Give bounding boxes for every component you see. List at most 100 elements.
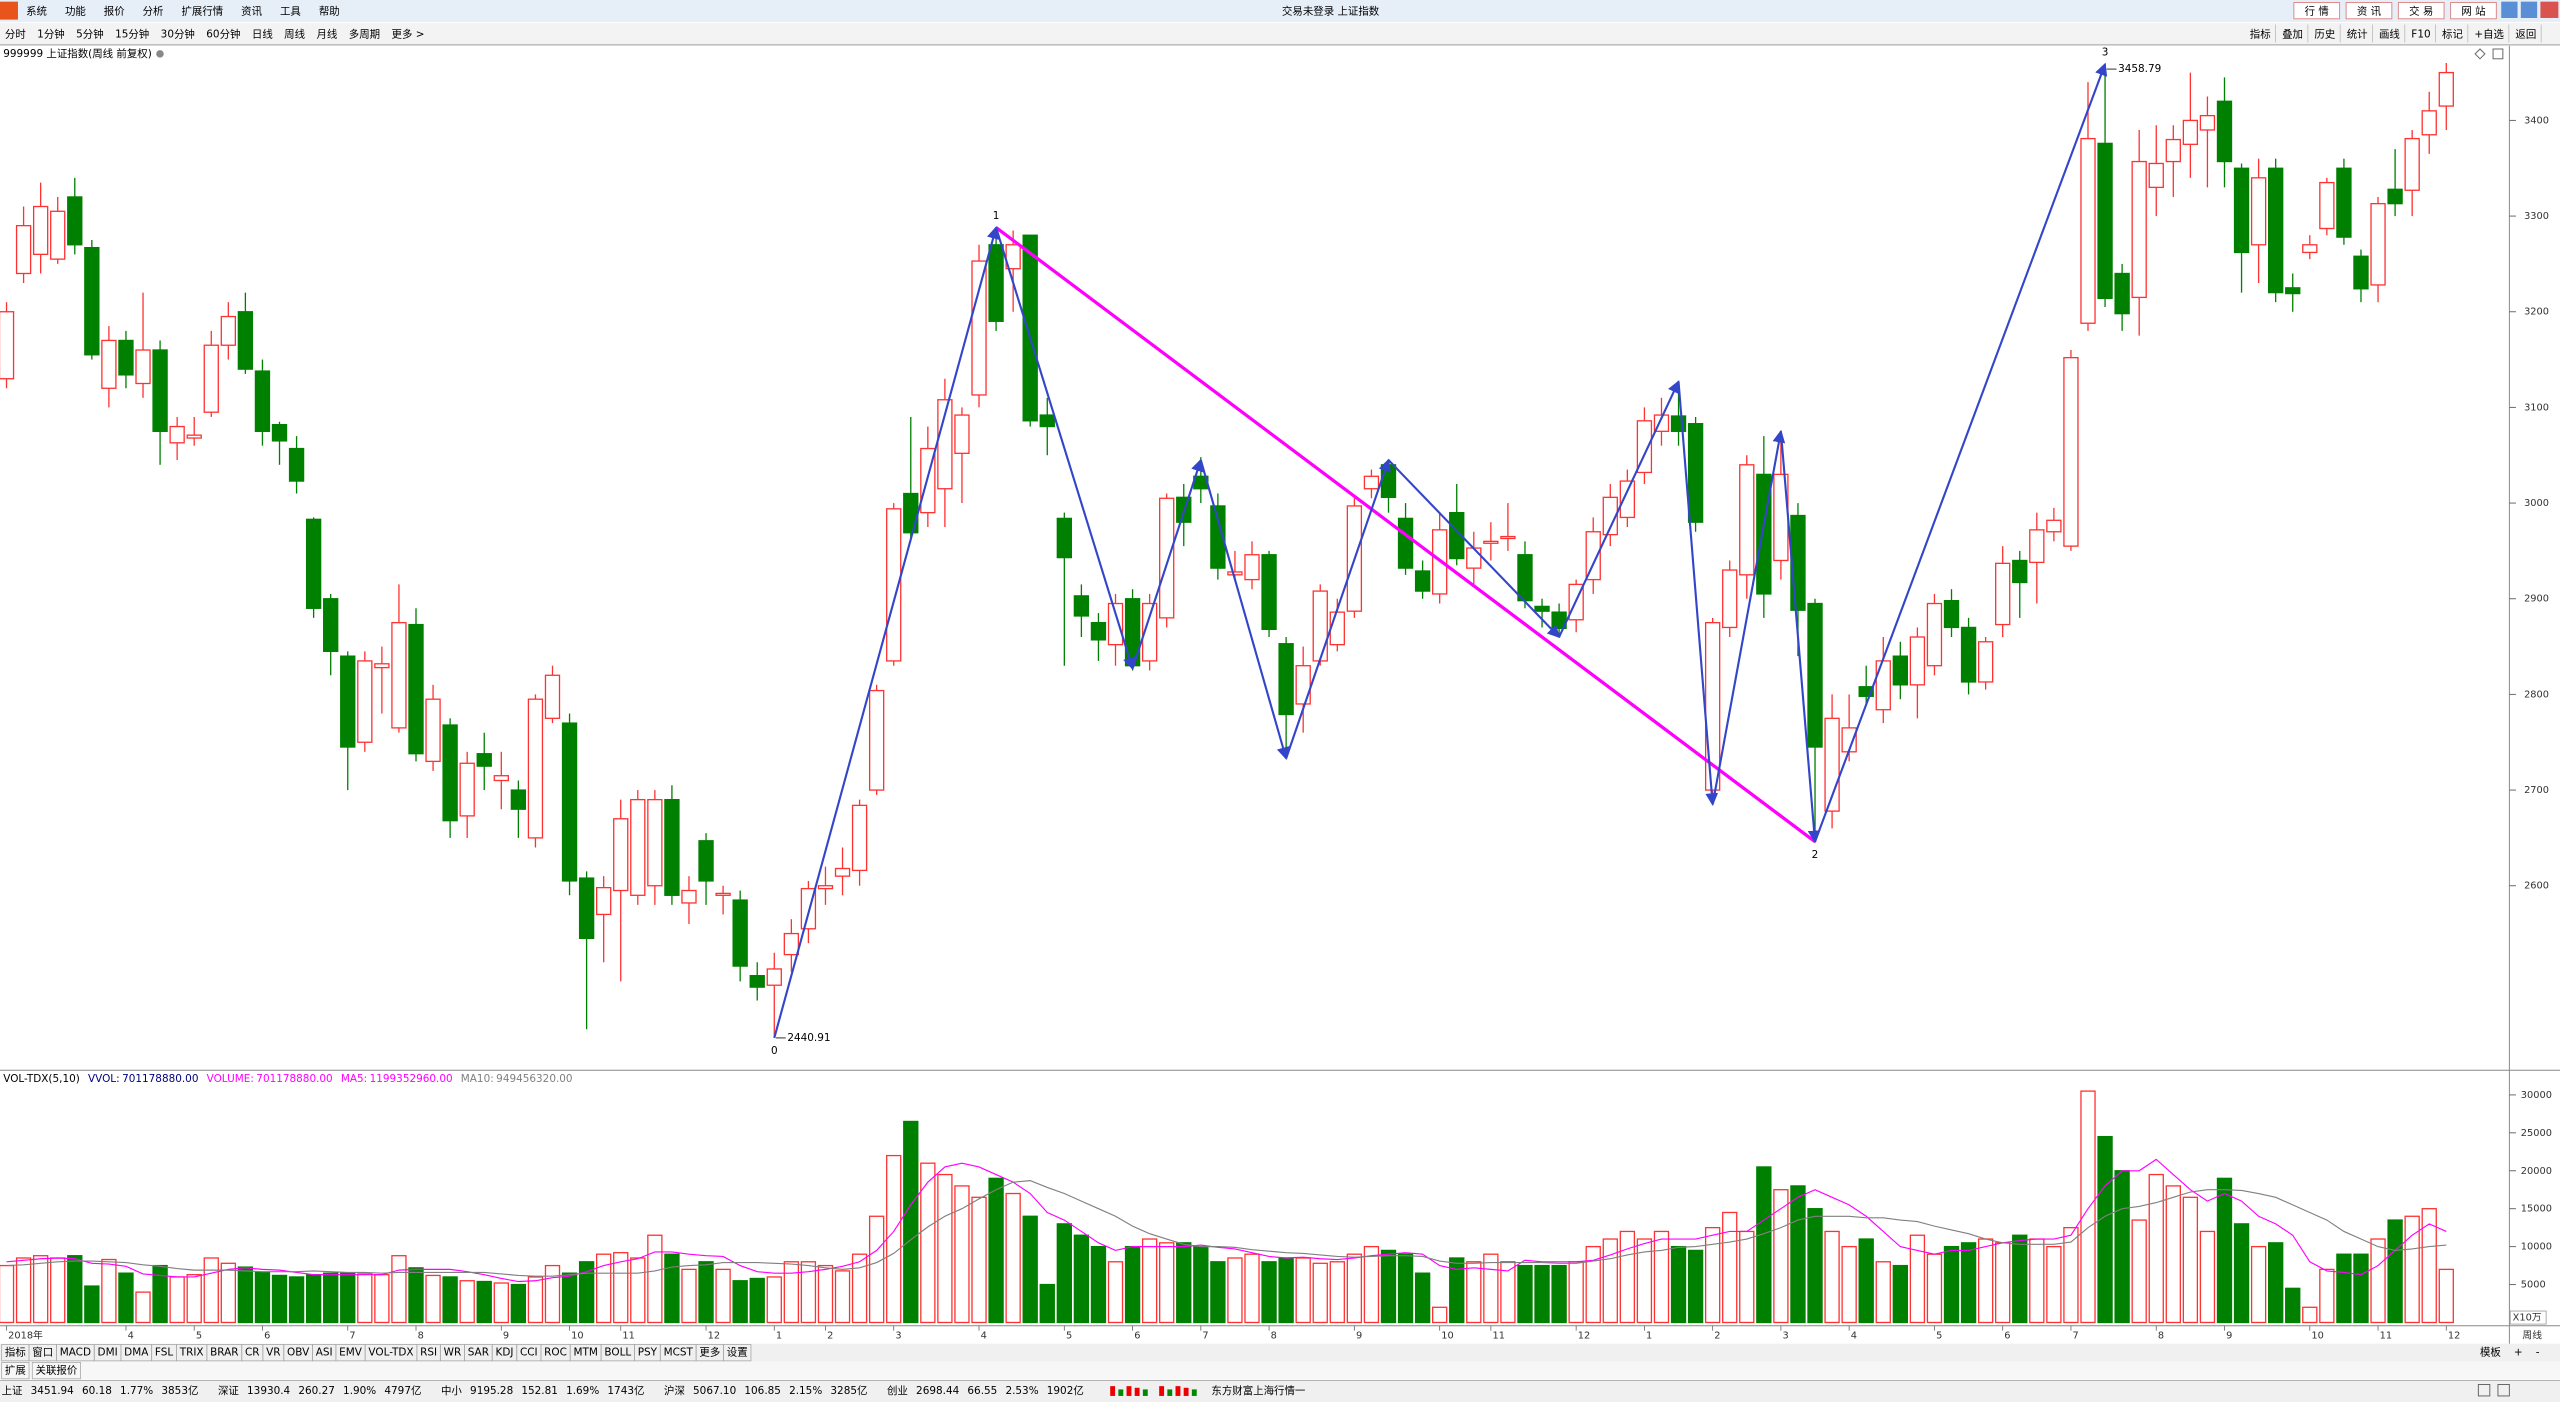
menu-item[interactable]: 报价	[104, 4, 125, 17]
period-button[interactable]: 日线	[252, 27, 273, 40]
status-icon[interactable]	[2497, 1384, 2510, 1397]
title-icon[interactable]	[156, 50, 164, 58]
tool-button[interactable]: 统计	[2347, 27, 2368, 40]
indicator-tab[interactable]: TRIX	[179, 1347, 204, 1359]
indicator-tab[interactable]: PSY	[638, 1347, 658, 1359]
x-tick-label: 9	[2226, 1331, 2232, 1342]
volume-bar	[544, 1264, 561, 1324]
indicator-tab[interactable]: EMV	[339, 1347, 363, 1359]
volume-bar	[1722, 1211, 1738, 1324]
indicator-tab[interactable]: 设置	[727, 1347, 748, 1359]
indicator-tab[interactable]: 窗口	[32, 1346, 53, 1359]
x-tick-label: 6	[1134, 1331, 1140, 1342]
volume-bar	[1841, 1245, 1857, 1324]
indicator-tab[interactable]: BRAR	[210, 1347, 238, 1359]
period-button[interactable]: 5分钟	[76, 27, 104, 40]
status-field: 152.81	[521, 1385, 558, 1397]
menu-button[interactable]	[2345, 1, 2393, 20]
volume-bar	[1739, 1230, 1755, 1324]
y-tick-label: 2600	[2524, 881, 2549, 892]
indicator-tab[interactable]: WR	[444, 1347, 462, 1359]
menu-item[interactable]: 功能	[65, 4, 86, 17]
period-button[interactable]: 15分钟	[115, 27, 149, 40]
menu-item[interactable]: 帮助	[319, 4, 340, 17]
period-button[interactable]: 30分钟	[161, 27, 195, 40]
indicator-tab[interactable]: DMA	[124, 1347, 149, 1359]
menu-item[interactable]: 资讯	[241, 5, 262, 17]
period-button[interactable]: 更多 >	[392, 27, 425, 40]
indicator-tab[interactable]: CR	[245, 1347, 260, 1359]
period-button[interactable]: 1分钟	[37, 27, 65, 40]
chart-icon[interactable]	[2492, 48, 2504, 60]
tool-button[interactable]: 标记	[2442, 28, 2463, 40]
indicator-tab[interactable]: MACD	[60, 1347, 91, 1359]
close-button[interactable]	[2540, 1, 2559, 18]
candle-body	[169, 425, 185, 444]
indicator-tab[interactable]: 指标	[5, 1346, 26, 1359]
indicator-tab[interactable]: VR	[266, 1347, 280, 1359]
indicator-tab[interactable]: CCI	[520, 1347, 538, 1359]
menu-item[interactable]: 工具	[280, 5, 301, 17]
maximize-button[interactable]	[2520, 1, 2538, 18]
menu-button[interactable]	[2293, 1, 2341, 20]
volume-bar	[391, 1255, 407, 1324]
period-button[interactable]: 周线	[284, 27, 305, 40]
indicator-tab[interactable]: OBV	[287, 1347, 310, 1359]
readout-value: 1199352960.00	[370, 1073, 453, 1085]
tool-button[interactable]: +自选	[2474, 27, 2504, 40]
volume-bar	[2250, 1245, 2267, 1324]
menu-button[interactable]	[2450, 1, 2497, 20]
tool-button[interactable]: 返回	[2515, 28, 2536, 40]
candle-body	[323, 598, 339, 653]
indicator-tab[interactable]: ASI	[316, 1347, 333, 1359]
tool-button[interactable]: 指标	[2250, 27, 2271, 40]
indicator-tab[interactable]: ROC	[544, 1347, 567, 1359]
candle-body	[101, 339, 117, 389]
readout-value: 701178880.00	[256, 1073, 332, 1085]
indicator-tab[interactable]: VOL-TDX	[368, 1347, 413, 1359]
indicator-tab[interactable]: FSL	[155, 1347, 173, 1359]
indicator-tab[interactable]: 更多	[699, 1346, 720, 1359]
candle-body	[186, 434, 202, 439]
menu-button[interactable]	[2397, 1, 2445, 20]
menu-item[interactable]: 扩展行情	[181, 4, 223, 17]
chart-icon[interactable]	[2474, 48, 2486, 60]
tab-tool[interactable]: -	[2536, 1347, 2540, 1359]
volume-bar	[1909, 1234, 1926, 1324]
period-button[interactable]: 60分钟	[206, 27, 240, 40]
volume-bar	[1244, 1253, 1260, 1324]
tool-button[interactable]: F10	[2411, 28, 2430, 40]
volume-bar	[493, 1282, 509, 1324]
indicator-tab[interactable]: MCST	[664, 1347, 694, 1359]
y-tick-label: 2700	[2524, 785, 2549, 796]
menu-button-label: 网 站	[2461, 4, 2486, 17]
tool-button[interactable]: 叠加	[2282, 28, 2303, 40]
indicator-tab[interactable]: SAR	[468, 1347, 489, 1359]
tool-button[interactable]: 历史	[2314, 28, 2335, 40]
tab-tool[interactable]: +	[2514, 1347, 2523, 1359]
indicator-tab[interactable]: KDJ	[495, 1347, 513, 1359]
sub-tab[interactable]: 关联报价	[36, 1364, 78, 1377]
menu-item[interactable]: 系统	[26, 4, 47, 17]
indicator-tab[interactable]: MTM	[573, 1347, 597, 1359]
status-field: 4797亿	[384, 1384, 421, 1397]
period-button[interactable]: 多周期	[349, 27, 380, 40]
indicator-tab[interactable]: BOLL	[604, 1347, 631, 1359]
tab-tool[interactable]: 模板	[2480, 1346, 2501, 1359]
volume-bar	[357, 1273, 373, 1324]
period-button[interactable]: 月线	[316, 27, 337, 40]
indicator-tab[interactable]: RSI	[420, 1347, 437, 1359]
tool-button[interactable]: 画线	[2379, 27, 2400, 40]
menu-item[interactable]: 分析	[143, 4, 164, 17]
candle-body	[2302, 244, 2318, 254]
candle-body	[1858, 686, 1874, 697]
sub-tab[interactable]: 扩展	[5, 1364, 26, 1377]
volume-bar	[2404, 1215, 2420, 1324]
indicator-tab[interactable]: DMI	[98, 1347, 118, 1359]
period-button[interactable]: 分时	[5, 28, 26, 40]
status-icon[interactable]	[2477, 1384, 2491, 1397]
minimize-button[interactable]	[2501, 1, 2518, 18]
candle-body	[288, 447, 305, 482]
candle-body	[2012, 559, 2028, 584]
status-field: 深证	[218, 1385, 239, 1397]
